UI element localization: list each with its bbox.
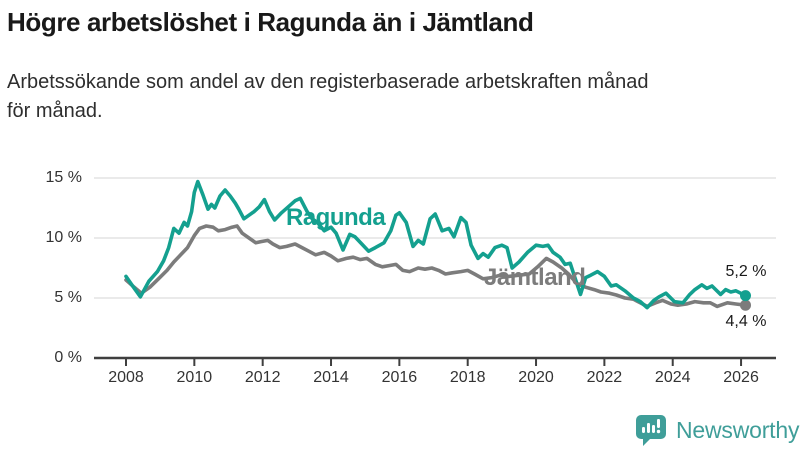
- end-dot-jämtland: [740, 299, 752, 311]
- end-dot-ragunda: [740, 290, 752, 302]
- x-axis-label-2024: 2024: [654, 369, 691, 386]
- page-title: Högre arbetslöshet i Ragunda än i Jämtla…: [7, 7, 534, 37]
- newsworthy-logo-text: Newsworthy: [676, 417, 800, 443]
- series-line-ragunda: [124, 179, 748, 310]
- x-axis-label-2022: 2022: [586, 369, 623, 386]
- series-label-ragunda: Ragunda: [286, 204, 386, 231]
- x-axis-label-2014: 2014: [313, 369, 349, 386]
- y-axis-label-15: 15 %: [45, 169, 82, 186]
- series-end-dots: [740, 290, 752, 311]
- end-value-label-ragunda: 5,2 %: [725, 263, 767, 280]
- series-label-jamtland: Jämtland: [484, 264, 586, 291]
- newsworthy-logo[interactable]: Newsworthy: [634, 413, 800, 447]
- end-value-label-jamtland: 4,4 %: [725, 313, 767, 330]
- x-axis-label-2020: 2020: [518, 369, 554, 386]
- y-axis-label-10: 10 %: [45, 229, 82, 246]
- chart-subtitle-line-2: för månad.: [7, 100, 103, 122]
- x-axis-label-2016: 2016: [381, 369, 418, 386]
- x-axis-label-2018: 2018: [449, 369, 486, 386]
- logo-bubble-shape: [636, 415, 666, 446]
- series-lines: [124, 179, 748, 310]
- gridlines: [94, 177, 776, 299]
- x-axis-label-2008: 2008: [108, 369, 144, 386]
- newsworthy-logo-icon: [636, 415, 666, 446]
- x-axis-label-2010: 2010: [176, 369, 213, 386]
- x-axis: [94, 356, 776, 366]
- y-axis-label-0: 0 %: [54, 349, 82, 366]
- chart-subtitle-line-1: Arbetssökande som andel av den registerb…: [7, 71, 649, 93]
- y-axis-label-5: 5 %: [54, 289, 82, 306]
- x-axis-label-2012: 2012: [244, 369, 281, 386]
- x-axis-label-2026: 2026: [723, 369, 759, 386]
- logo-bar-chart-glyph: [642, 419, 661, 434]
